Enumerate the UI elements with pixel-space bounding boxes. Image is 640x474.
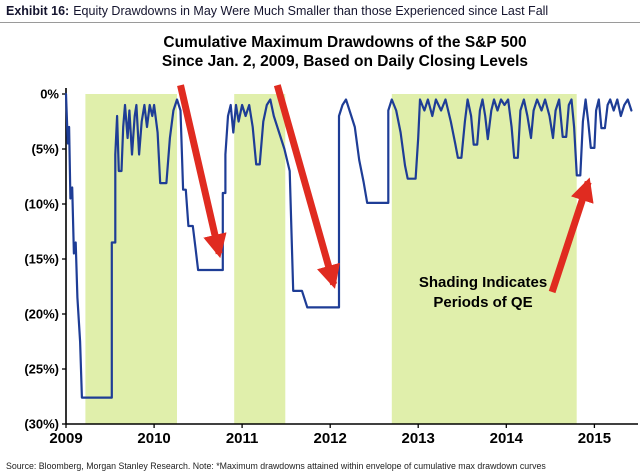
y-tick-label: (10%) [24, 197, 59, 212]
x-tick-label: 2011 [226, 430, 259, 447]
qe-annotation-line-2: Periods of QE [433, 294, 533, 311]
qe-period-band [234, 94, 286, 424]
annotation-arrow [273, 84, 340, 289]
qe-period-band [391, 94, 577, 424]
annotation-arrow [177, 84, 227, 259]
y-tick-label: (30%) [24, 417, 59, 432]
qe-annotation-line-1: Shading Indicates [418, 274, 548, 291]
exhibit-title: Equity Drawdowns in May Were Much Smalle… [73, 4, 549, 18]
header-divider [0, 22, 640, 23]
x-tick-label: 2012 [314, 430, 347, 447]
y-tick-label: (25%) [24, 362, 59, 377]
x-tick-label: 2014 [490, 430, 524, 447]
y-tick-label: 0% [40, 87, 59, 102]
annotation-arrow [548, 177, 594, 294]
x-tick-label: 2009 [49, 430, 82, 447]
x-tick-label: 2015 [578, 430, 611, 447]
y-tick-label: (20%) [24, 307, 59, 322]
y-tick-label: (5%) [32, 142, 59, 157]
chart-title-line-1: Cumulative Maximum Drawdowns of the S&P … [163, 34, 527, 51]
x-tick-label: 2013 [402, 430, 435, 447]
qe-shading-annotation: Shading Indicates Periods of QE [396, 273, 570, 313]
y-tick-label: (15%) [24, 252, 59, 267]
x-tick-label: 2010 [137, 430, 170, 447]
exhibit-label: Exhibit 16: [6, 4, 70, 18]
exhibit-header: Exhibit 16: Equity Drawdowns in May Were … [6, 4, 636, 19]
chart-title: Cumulative Maximum Drawdowns of the S&P … [90, 33, 600, 71]
chart-title-line-2: Since Jan. 2, 2009, Based on Daily Closi… [161, 53, 529, 70]
drawdown-line [64, 92, 633, 399]
source-note: Source: Bloomberg, Morgan Stanley Resear… [6, 461, 546, 471]
